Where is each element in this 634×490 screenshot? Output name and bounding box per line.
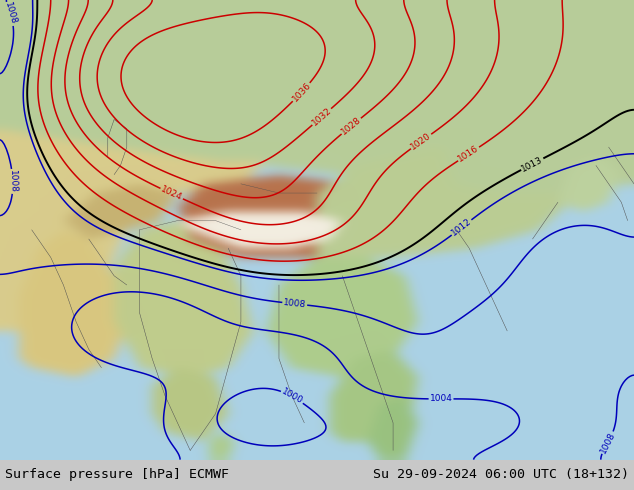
Text: 1013: 1013 <box>520 155 545 173</box>
Text: 1020: 1020 <box>409 131 433 152</box>
Text: 1008: 1008 <box>283 298 307 310</box>
Text: 1008: 1008 <box>3 1 18 26</box>
Text: 1008: 1008 <box>598 430 617 455</box>
Text: 1012: 1012 <box>450 217 474 238</box>
Text: 1004: 1004 <box>430 394 453 403</box>
Text: 1032: 1032 <box>310 106 333 128</box>
Text: 1024: 1024 <box>159 185 184 202</box>
Text: 1016: 1016 <box>456 144 481 164</box>
Text: Surface pressure [hPa] ECMWF: Surface pressure [hPa] ECMWF <box>5 468 229 481</box>
Text: 1008: 1008 <box>8 170 18 193</box>
Text: 1000: 1000 <box>280 387 304 406</box>
Text: 1036: 1036 <box>290 81 313 104</box>
Text: 1028: 1028 <box>339 115 363 137</box>
Text: Su 29-09-2024 06:00 UTC (18+132): Su 29-09-2024 06:00 UTC (18+132) <box>373 468 629 481</box>
